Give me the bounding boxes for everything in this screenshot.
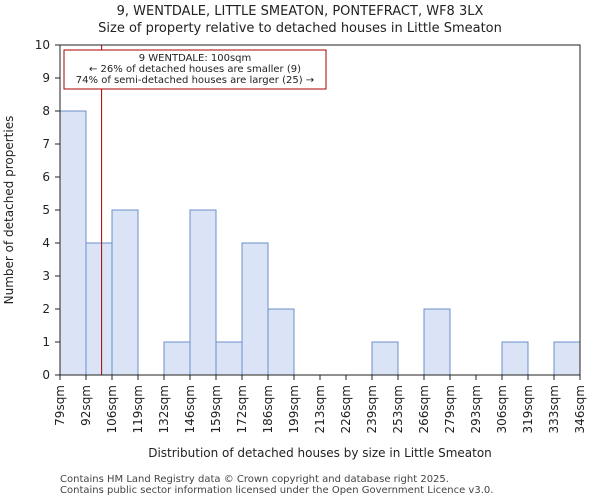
bar-306sqm (501, 341, 529, 376)
y-tick-label: 7 (42, 137, 50, 151)
x-tick-label-333sqm: 333sqm (547, 385, 561, 433)
x-tick-label-159sqm: 159sqm (209, 385, 223, 433)
x-tick-label-279sqm: 279sqm (443, 385, 457, 433)
x-tick-label-106sqm: 106sqm (105, 385, 119, 433)
x-tick-label-266sqm: 266sqm (417, 385, 431, 433)
y-tick-label: 0 (42, 368, 50, 382)
bar-333sqm (553, 341, 581, 376)
y-tick-label: 8 (42, 104, 50, 118)
x-axis-label: Distribution of detached houses by size … (148, 446, 492, 460)
bars-group (59, 110, 581, 376)
bar-106sqm (111, 209, 139, 376)
y-tick-label: 3 (42, 269, 50, 283)
bar-186sqm (267, 308, 295, 376)
x-tick-label-319sqm: 319sqm (521, 385, 535, 433)
y-tick-label: 4 (42, 236, 50, 250)
x-tick-label-306sqm: 306sqm (495, 385, 509, 433)
x-tick-label-79sqm: 79sqm (53, 385, 67, 426)
footer-line1: Contains HM Land Registry data © Crown c… (60, 474, 449, 485)
x-tick-label-92sqm: 92sqm (79, 385, 93, 426)
x-tick-label-146sqm: 146sqm (183, 385, 197, 433)
bar-266sqm (423, 308, 451, 376)
y-tick-label: 6 (42, 170, 50, 184)
x-tick-label-119sqm: 119sqm (131, 385, 145, 433)
x-tick-label-186sqm: 186sqm (261, 385, 275, 433)
bar-159sqm (215, 341, 243, 376)
y-tick-label: 10 (35, 38, 50, 52)
footer-line2: Contains public sector information licen… (60, 485, 494, 496)
x-tick-label-239sqm: 239sqm (365, 385, 379, 433)
x-tick-label-172sqm: 172sqm (235, 385, 249, 433)
bar-92sqm (85, 242, 113, 376)
y-ticks-group: 0 1 2 3 4 5 6 7 8 9 10 (35, 38, 60, 382)
x-tick-label-253sqm: 253sqm (391, 385, 405, 433)
bar-146sqm (189, 209, 217, 376)
x-tick-label-132sqm: 132sqm (157, 385, 171, 433)
bar-132sqm (163, 341, 191, 376)
y-tick-label: 1 (42, 335, 50, 349)
x-tick-label-346sqm: 346sqm (573, 385, 587, 433)
x-tick-label-199sqm: 199sqm (287, 385, 301, 433)
bar-172sqm (241, 242, 269, 376)
chart-title-line2: Size of property relative to detached ho… (98, 21, 502, 36)
bar-239sqm (371, 341, 399, 376)
annotation-line3: 74% of semi-detached houses are larger (… (76, 75, 314, 86)
y-tick-label: 2 (42, 302, 50, 316)
annotation-border (63, 49, 327, 90)
chart-title-line1: 9, WENTDALE, LITTLE SMEATON, PONTEFRACT,… (116, 4, 484, 19)
x-tick-label-293sqm: 293sqm (469, 385, 483, 433)
annotation-line2: ← 26% of detached houses are smaller (9) (89, 64, 301, 75)
y-tick-label: 9 (42, 71, 50, 85)
annotation-box: 9 WENTDALE: 100sqm ← 26% of detached hou… (63, 49, 327, 90)
annotation-line1: 9 WENTDALE: 100sqm (139, 53, 252, 64)
x-tick-label-226sqm: 226sqm (339, 385, 353, 433)
x-tick-label-213sqm: 213sqm (313, 385, 327, 433)
bar-79sqm (59, 110, 87, 376)
y-axis-label: Number of detached properties (2, 116, 16, 305)
y-tick-label: 5 (42, 203, 50, 217)
x-ticks-group: 79sqm 92sqm 106sqm 119sqm 132sqm 146sqm 159sqm… (53, 375, 587, 433)
